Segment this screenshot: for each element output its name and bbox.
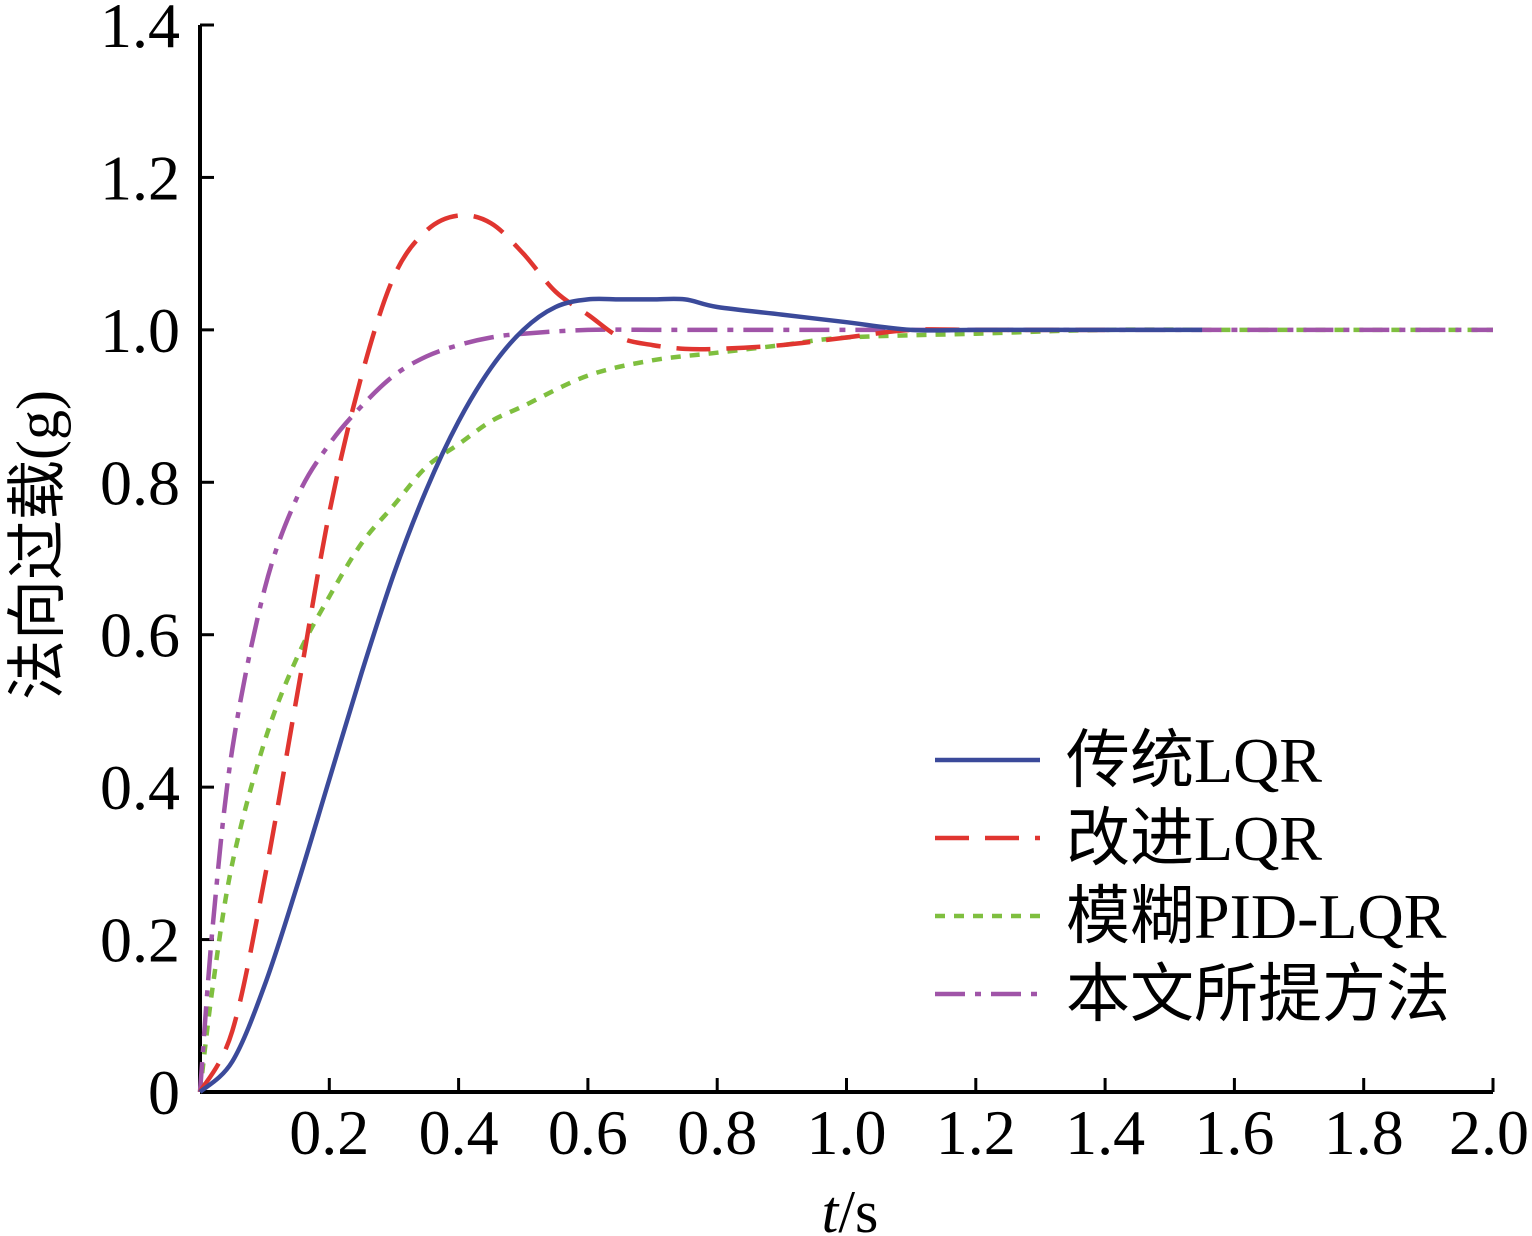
x-tick-label: 1.6 [1194,1097,1274,1168]
y-axis-title: 法向过载(g) [5,390,71,700]
x-tick-label: 0.6 [548,1097,628,1168]
legend-label-1: 传统LQR [1066,725,1322,796]
x-tick-label: 0.8 [677,1097,757,1168]
x-tick-label: 2.0 [1449,1097,1529,1168]
series-line-2 [198,212,1106,1094]
x-tick-label: 1.0 [807,1097,887,1168]
series-layer [197,212,1493,1094]
x-axis-title: t/s [822,1179,879,1236]
x-tick-label: 1.4 [1065,1097,1145,1168]
x-tick-label: 0.4 [419,1097,499,1168]
y-tick-label: 1.0 [100,295,180,366]
y-tick-label: 0.8 [100,447,180,518]
axes: 0 0.2 0.4 0.6 0.8 1.0 1.2 1.4 0.2 0.4 0.6 0.8 1.0 1.2… [100,0,1529,1168]
y-tick-label: 0.4 [100,752,180,823]
legend-label-3: 模糊PID-LQR [1066,881,1447,952]
x-axis-title-unit: /s [838,1179,878,1236]
y-tick-label: 0 [148,1057,180,1128]
y-tick-label: 0.6 [100,600,180,671]
y-tick-label: 1.2 [100,142,180,213]
legend-label-4: 本文所提方法 [1066,959,1450,1030]
y-tick-label: 0.2 [100,905,180,976]
x-tick-label: 0.2 [289,1097,369,1168]
x-tick-label: 1.8 [1324,1097,1404,1168]
x-axis-title-var: t [822,1179,840,1236]
series-line-1 [198,296,1203,1094]
x-tick-label: 1.2 [936,1097,1016,1168]
legend-label-2: 改进LQR [1066,803,1322,874]
y-tick-label: 1.4 [100,0,180,61]
